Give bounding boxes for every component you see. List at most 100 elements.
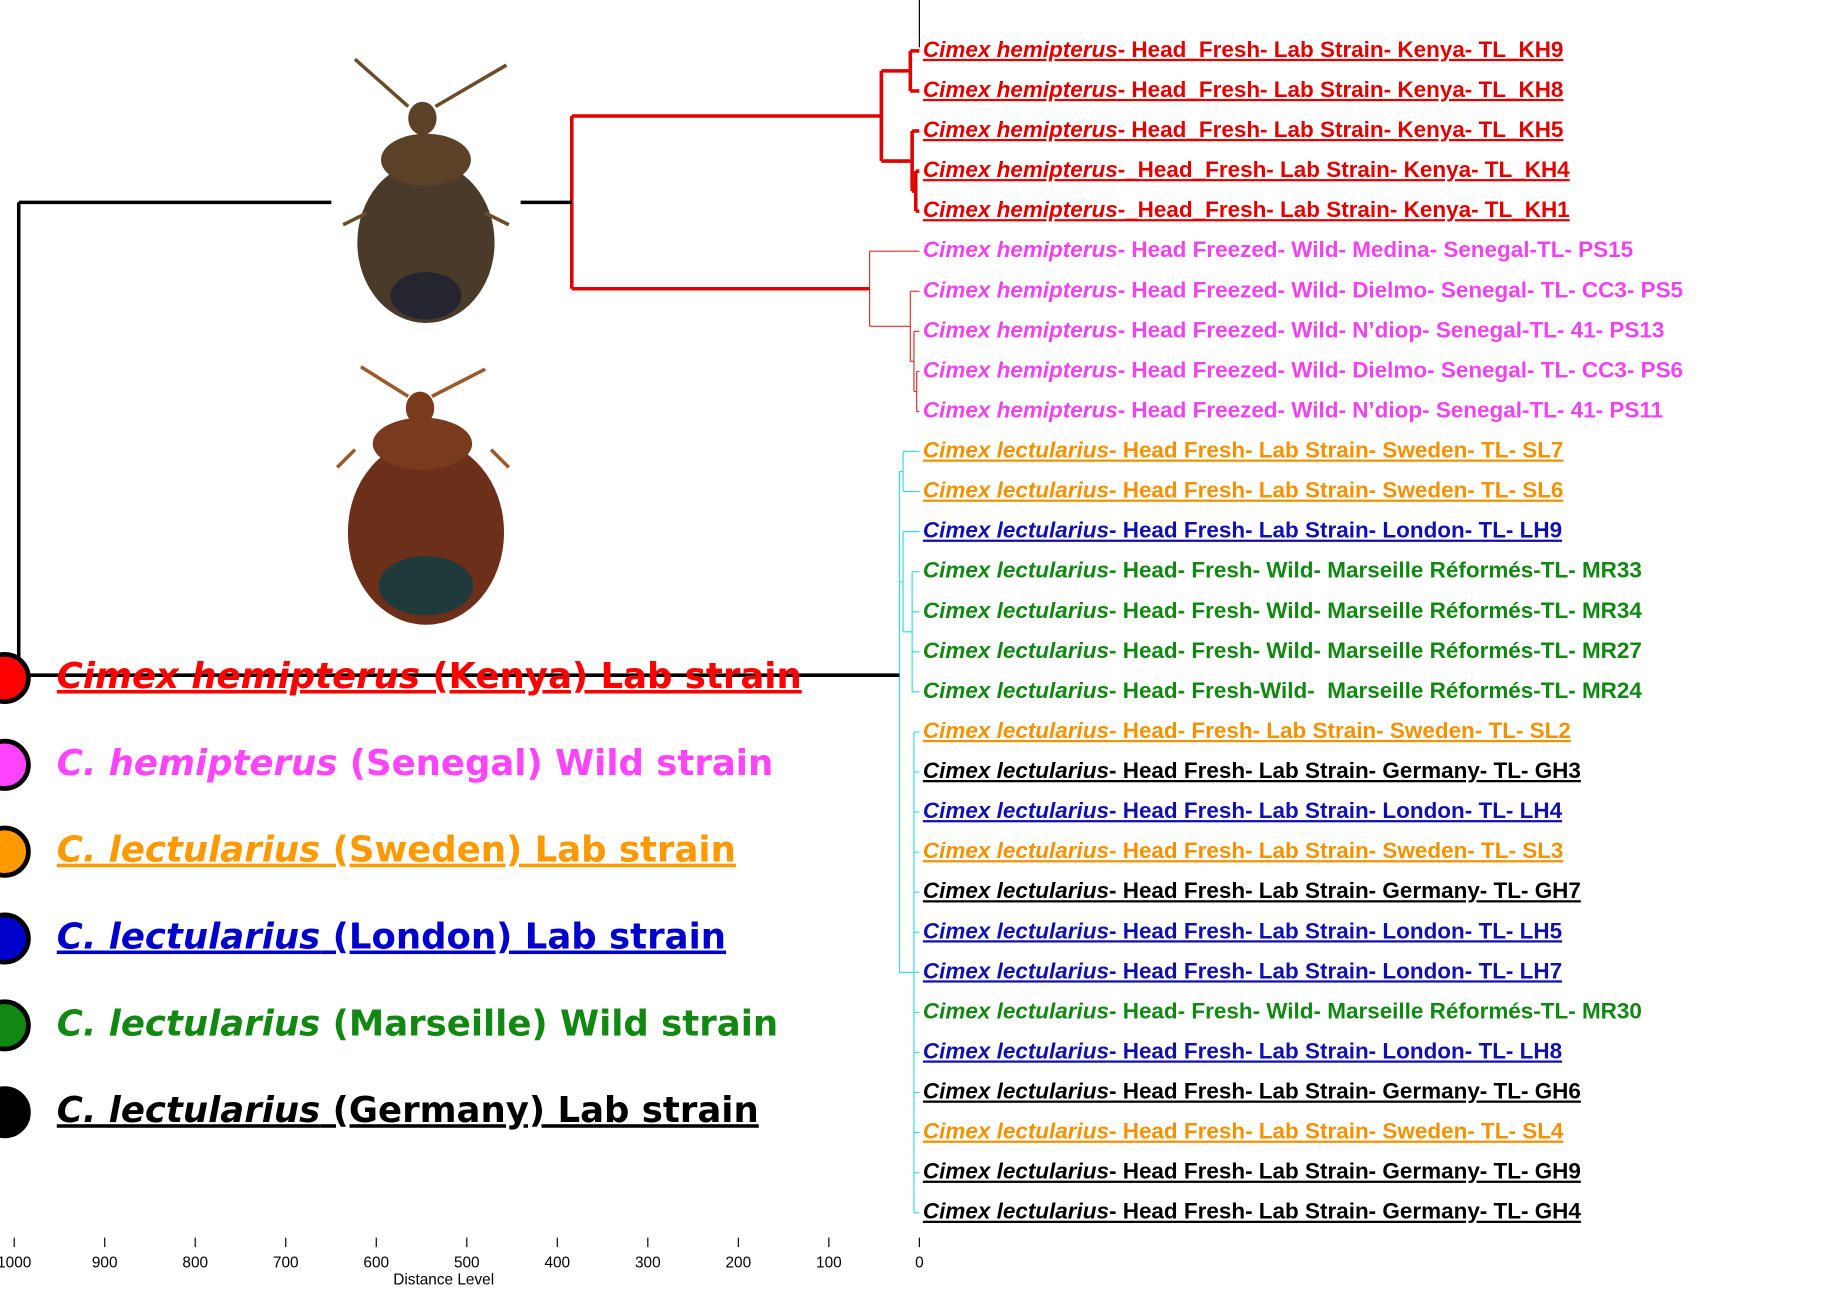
leaf-detail: - Head Fresh- Lab Strain- Sweden- TL- SL… — [1109, 1119, 1564, 1144]
leaf-species: Cimex hemipterus — [923, 397, 1118, 422]
legend-label: Cimex hemipterus (Kenya) Lab strain — [57, 656, 802, 697]
leaf-species: Cimex lectularius — [923, 598, 1109, 623]
leaf-species: Cimex lectularius — [923, 918, 1109, 943]
leaf-species: Cimex lectularius — [923, 638, 1109, 663]
legend: Cimex hemipterus (Kenya) Lab strain C. he… — [0, 654, 802, 1136]
leaf-detail: - Head Fresh- Lab Strain- London- TL- LH… — [1109, 798, 1563, 823]
leaf-detail: - Head Freezed- Wild- N’diop- Senegal-TL… — [1118, 397, 1663, 422]
leaf-detail: - Head Freezed- Wild- Dielmo- Senegal- T… — [1118, 357, 1683, 382]
leaf-detail: - Head Freezed- Wild- N’diop- Senegal-TL… — [1118, 317, 1665, 342]
leaf-species: Cimex lectularius — [923, 678, 1109, 703]
leaf-label: Cimex lectularius- Head- Fresh- Wild- Ma… — [923, 638, 1642, 663]
leaf-species: Cimex hemipterus — [923, 37, 1118, 62]
x-tick-label: 300 — [635, 1255, 661, 1272]
leaf-species: Cimex lectularius — [923, 437, 1109, 462]
legend-strain: (Germany) Lab strain — [320, 1090, 758, 1131]
legend-species: C. lectularius — [57, 1090, 321, 1131]
x-tick-label: 900 — [92, 1255, 118, 1272]
x-tick-label: 400 — [544, 1255, 570, 1272]
leaf-label: Cimex lectularius- Head Fresh- Lab Strai… — [923, 1038, 1562, 1063]
leaf-species: Cimex lectularius — [923, 478, 1109, 503]
x-axis-label: Distance Level — [393, 1271, 494, 1288]
leaf-species: Cimex lectularius — [923, 1119, 1109, 1144]
leaf-label: Cimex lectularius- Head Fresh- Lab Strai… — [923, 1159, 1581, 1184]
leaf-label: Cimex hemipterus- Head Freezed- Wild- N’… — [923, 317, 1664, 342]
leaf-label: Cimex lectularius- Head Fresh- Lab Strai… — [923, 478, 1563, 503]
leaf-species: Cimex hemipterus — [923, 357, 1118, 382]
legend-label: C. lectularius (Sweden) Lab strain — [57, 830, 736, 871]
leaf-species: Cimex lectularius — [923, 718, 1109, 743]
leaf-species: Cimex lectularius — [923, 1199, 1109, 1224]
legend-marker — [0, 1002, 28, 1049]
legend-marker — [0, 741, 28, 788]
leaf-detail: - Head Fresh- Lab Strain- Sweden- TL- SL… — [1109, 478, 1563, 503]
legend-strain: (Senegal) Wild strain — [337, 743, 773, 784]
leaf-species: Cimex lectularius — [923, 998, 1109, 1023]
legend-marker — [0, 1089, 28, 1136]
leaf-label: Cimex hemipterus- Head_Fresh- Lab Strain… — [923, 117, 1564, 142]
leaf-label: Cimex lectularius- Head- Fresh- Wild- Ma… — [923, 598, 1642, 623]
legend-species: C. hemipterus — [57, 743, 338, 784]
x-tick-label: 0 — [915, 1255, 924, 1272]
leaf-label: Cimex lectularius- Head Fresh- Lab Strai… — [923, 1078, 1581, 1103]
leaf-label: Cimex hemipterus- Head_Fresh- Lab Strain… — [923, 77, 1564, 102]
legend-marker — [0, 654, 28, 701]
leaf-species: Cimex lectularius — [923, 838, 1109, 863]
leaf-labels: Cimex hemipterus- Head_Fresh- Lab Strain… — [923, 37, 1683, 1224]
leaf-species: Cimex hemipterus — [923, 277, 1118, 302]
leaf-label: Cimex hemipterus-_Head_Fresh- Lab Strain… — [923, 197, 1570, 222]
leaf-label: Cimex lectularius- Head Fresh- Lab Strai… — [923, 838, 1563, 863]
leaf-species: Cimex hemipterus — [923, 77, 1118, 102]
legend-strain: (Sweden) Lab strain — [320, 830, 736, 871]
leaf-species: Cimex hemipterus — [923, 197, 1118, 222]
leaf-detail: - Head Fresh- Lab Strain- London- TL- LH… — [1109, 958, 1562, 983]
leaf-label: Cimex lectularius- Head- Fresh- Lab Stra… — [923, 718, 1571, 743]
legend-marker — [0, 828, 28, 875]
leaf-species: Cimex lectularius — [923, 1159, 1109, 1184]
leaf-label: Cimex lectularius- Head Fresh- Lab Strai… — [923, 518, 1562, 543]
x-tick-label: 100 — [816, 1255, 842, 1272]
legend-marker — [0, 915, 28, 962]
leaf-label: Cimex lectularius- Head- Fresh- Wild- Ma… — [923, 998, 1642, 1023]
leaf-detail: - Head_Fresh- Lab Strain- Kenya- TL_KH8 — [1118, 77, 1564, 102]
leaf-species: Cimex lectularius — [923, 518, 1109, 543]
leaf-detail: - Head Fresh- Lab Strain- Germany- TL- G… — [1109, 758, 1581, 783]
leaf-detail: - Head Freezed- Wild- Dielmo- Senegal- T… — [1118, 277, 1683, 302]
x-tick-label: 500 — [454, 1255, 480, 1272]
leaf-detail: - Head- Fresh- Lab Strain- Sweden- TL- S… — [1109, 718, 1571, 743]
leaf-species: Cimex hemipterus — [923, 157, 1118, 182]
leaf-detail: - Head Fresh- Lab Strain- London- TL- LH… — [1109, 918, 1562, 943]
leaf-detail: -_Head_Fresh- Lab Strain- Kenya- TL_KH4 — [1118, 157, 1570, 182]
leaf-detail: - Head_Fresh- Lab Strain- Kenya- TL_KH5 — [1118, 117, 1564, 142]
leaf-label: Cimex hemipterus- Head Freezed- Wild- N’… — [923, 397, 1663, 422]
leaf-detail: - Head- Fresh-Wild- Marseille Réformés-T… — [1109, 678, 1642, 703]
leaf-detail: - Head- Fresh- Wild- Marseille Réformés-… — [1109, 998, 1642, 1023]
leaf-species: Cimex lectularius — [923, 958, 1109, 983]
legend-species: C. lectularius — [57, 1003, 321, 1044]
bug-image-hemipterus — [331, 47, 520, 331]
leaf-species: Cimex lectularius — [923, 758, 1109, 783]
x-tick-label: 800 — [182, 1255, 208, 1272]
leaf-species: Cimex lectularius — [923, 878, 1109, 903]
leaf-species: Cimex hemipterus — [923, 237, 1118, 262]
leaf-detail: - Head Fresh- Lab Strain- Sweden- TL- SL… — [1109, 437, 1563, 462]
leaf-detail: - Head Fresh- Lab Strain- Sweden- TL- SL… — [1109, 838, 1563, 863]
leaf-detail: - Head Fresh- Lab Strain- Germany- TL- G… — [1109, 878, 1581, 903]
leaf-label: Cimex hemipterus-_Head_Fresh- Lab Strain… — [923, 157, 1570, 182]
x-tick-label: 200 — [726, 1255, 752, 1272]
leaf-species: Cimex lectularius — [923, 1078, 1109, 1103]
leaf-species: Cimex hemipterus — [923, 117, 1118, 142]
bug-image-lectularius — [331, 361, 520, 633]
leaf-detail: - Head- Fresh- Wild- Marseille Réformés-… — [1109, 598, 1642, 623]
leaf-detail: - Head- Fresh- Wild- Marseille Réformés-… — [1109, 558, 1642, 583]
legend-strain: (Kenya) Lab strain — [420, 656, 802, 697]
leaf-label: Cimex hemipterus- Head Freezed- Wild- Me… — [923, 237, 1633, 262]
leaf-label: Cimex lectularius- Head Fresh- Lab Strai… — [923, 1119, 1564, 1144]
leaf-label: Cimex lectularius- Head- Fresh-Wild- Mar… — [923, 678, 1642, 703]
legend-label: C. lectularius (Germany) Lab strain — [57, 1090, 759, 1131]
x-tick-label: 600 — [363, 1255, 389, 1272]
legend-strain: (Marseille) Wild strain — [320, 1003, 778, 1044]
leaf-species: Cimex hemipterus — [923, 317, 1118, 342]
leaf-label: Cimex hemipterus- Head_Fresh- Lab Strain… — [923, 37, 1564, 62]
leaf-label: Cimex lectularius- Head- Fresh- Wild- Ma… — [923, 558, 1642, 583]
